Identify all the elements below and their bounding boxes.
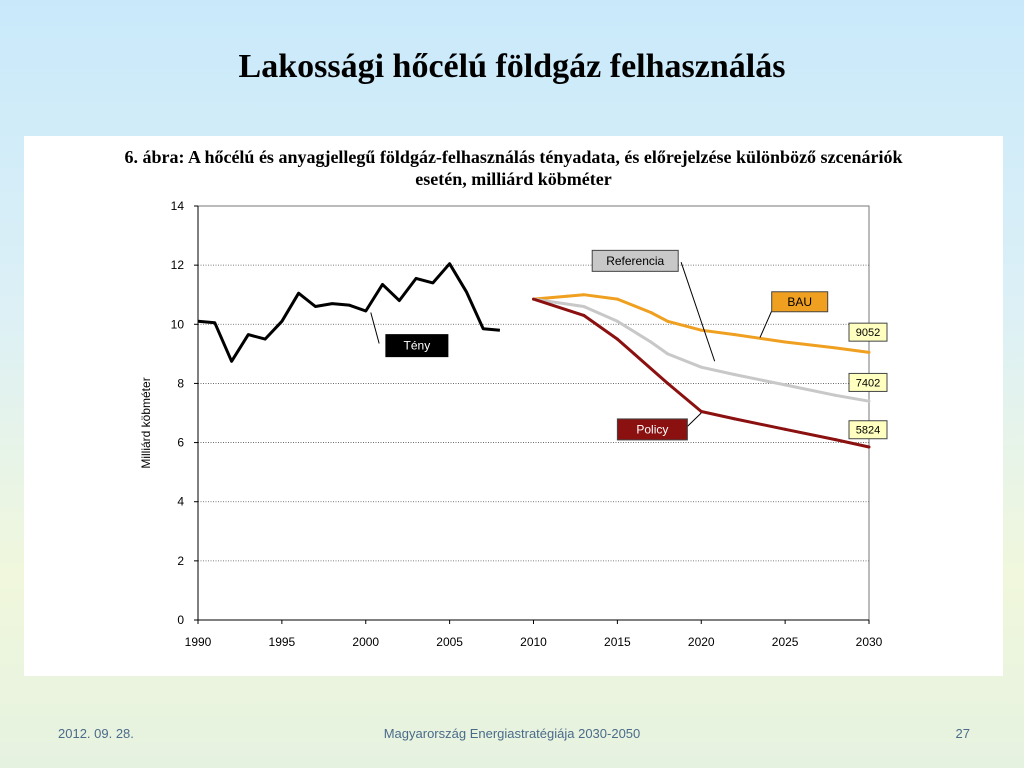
- series-line-referencia: [533, 297, 870, 403]
- x-tick-label: 1995: [269, 635, 296, 649]
- series-point-bau: [783, 340, 787, 344]
- y-tick-label: 0: [177, 613, 184, 627]
- x-tick-label: 2000: [352, 635, 379, 649]
- figure-caption: 6. ábra: A hőcélú és anyagjellegű földgá…: [24, 146, 1003, 190]
- series-point-referencia: [615, 319, 619, 323]
- series-point-policy: [699, 410, 703, 414]
- series-line-teny: [197, 262, 501, 363]
- value-label-box-referencia: [848, 372, 888, 392]
- series-point-referencia: [582, 305, 586, 309]
- series-point-referencia: [867, 399, 871, 403]
- value-label-box-policy: [848, 420, 888, 440]
- footer-title: Magyarország Energiastratégiája 2030-205…: [383, 726, 641, 741]
- y-tick-label: 6: [177, 436, 184, 450]
- legend-label-teny: Tény: [404, 339, 431, 353]
- line-chart: 0 2 4 6 8 10 12 14 1990 1995 2000 2005 2010 2015 2020 2…: [139, 199, 888, 649]
- series-point-bau: [649, 310, 653, 314]
- y-tick-label: 4: [177, 495, 184, 509]
- y-tick-label: 8: [177, 376, 184, 390]
- x-tick-label: 2030: [856, 635, 883, 649]
- series-point-bau: [833, 346, 837, 350]
- series-point-policy: [783, 427, 787, 431]
- y-tick-label: 14: [171, 199, 185, 213]
- series-point-bau: [565, 294, 569, 298]
- legend-box-referencia: [591, 249, 679, 272]
- plot-area-border: [197, 205, 870, 621]
- leader-line-bau: [759, 310, 773, 338]
- leader-line-referencia: [680, 262, 716, 362]
- x-tick-label: 2020: [688, 635, 715, 649]
- x-tick-label: 2010: [520, 635, 547, 649]
- slide-title: Lakossági hőcélú földgáz felhasználás: [238, 48, 786, 85]
- series-point-bau: [733, 333, 737, 337]
- chart-title-line-2: esetén, milliárd köbméter: [415, 169, 612, 189]
- x-tick-label: 2005: [436, 635, 463, 649]
- value-label-box-bau: [848, 322, 888, 342]
- footer-date: 2012. 09. 28.: [58, 726, 134, 741]
- y-tick-label: 2: [177, 554, 184, 568]
- series-point-referencia: [699, 365, 703, 369]
- series-point-policy: [615, 337, 619, 341]
- series-point-policy: [532, 297, 535, 301]
- value-label-referencia: 7402: [856, 377, 880, 389]
- series-point-policy: [833, 438, 837, 442]
- series-point-referencia: [649, 340, 653, 344]
- series-point-bau: [615, 297, 619, 301]
- legend-label-referencia: Referencia: [606, 254, 664, 268]
- series-point-referencia: [666, 352, 670, 356]
- series-line-policy: [533, 297, 870, 449]
- page-number: 27: [955, 726, 970, 741]
- figure-panel: 6. ábra: A hőcélú és anyagjellegű földgá…: [24, 136, 1003, 676]
- series-point-policy: [582, 313, 586, 317]
- series-point-bau: [699, 328, 703, 332]
- y-tick-label: 10: [171, 317, 185, 331]
- y-axis-label: Milliárd köbméter: [139, 377, 153, 468]
- x-tick-label: 1990: [185, 635, 212, 649]
- series-point-referencia: [733, 373, 737, 377]
- series-point-bau: [867, 350, 871, 354]
- series-point-policy: [632, 352, 636, 356]
- series-point-bau: [582, 293, 586, 297]
- chart-title-line-1: 6. ábra: A hőcélú és anyagjellegű földgá…: [124, 147, 903, 167]
- series-point-bau: [666, 319, 670, 323]
- value-label-bau: 9052: [856, 327, 880, 339]
- legend-box-teny: [385, 334, 449, 358]
- x-tick-label: 2015: [604, 635, 631, 649]
- legend-box-policy: [616, 418, 688, 441]
- x-tick-label: 2025: [772, 635, 799, 649]
- series-point-referencia: [783, 383, 787, 387]
- series-point-referencia: [833, 393, 837, 397]
- series-point-policy: [867, 445, 871, 449]
- legend-label-policy: Policy: [636, 422, 668, 436]
- legend-label-bau: BAU: [787, 295, 812, 309]
- y-tick-label: 12: [171, 258, 185, 272]
- series-point-policy: [666, 381, 670, 385]
- legend-box-bau: [771, 291, 829, 313]
- value-label-policy: 5824: [856, 425, 880, 437]
- leader-line-teny: [370, 312, 380, 344]
- series-point-policy: [733, 417, 737, 421]
